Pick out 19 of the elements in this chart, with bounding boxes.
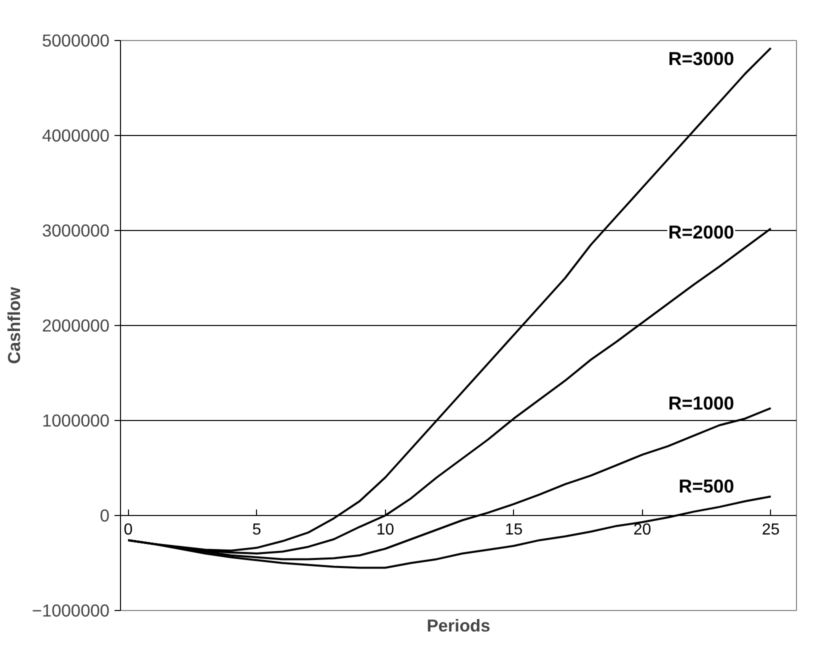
x-axis-title: Periods [426, 616, 490, 636]
y-axis-title: Cashflow [4, 286, 24, 364]
y-tick-label: 1000000 [42, 410, 110, 430]
y-tick-label: 3000000 [42, 220, 110, 240]
x-tick-label: 25 [762, 522, 780, 538]
series-label: R=1000 [668, 392, 734, 414]
x-tick-label: 15 [504, 522, 523, 538]
y-tick-label: 2000000 [42, 316, 110, 336]
y-tick-label: 4000000 [42, 126, 110, 146]
x-tick-label: 10 [376, 522, 394, 538]
x-tick-label: 20 [633, 522, 652, 538]
x-tick-label: 5 [252, 522, 262, 538]
series-label: R=3000 [668, 48, 734, 69]
series-label: R=2000 [668, 222, 734, 243]
x-tick-label: 0 [124, 522, 133, 538]
y-tick-label: 5000000 [42, 30, 110, 50]
y-tick-label: −1000000 [32, 600, 110, 620]
series-label: R=500 [678, 475, 734, 496]
y-tick-label: 0 [100, 506, 110, 526]
